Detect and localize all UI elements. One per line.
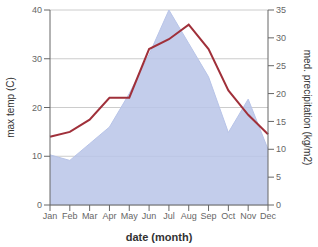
svg-text:Feb: Feb — [62, 211, 78, 221]
svg-text:Oct: Oct — [221, 211, 236, 221]
svg-text:Dec: Dec — [260, 211, 277, 221]
svg-text:35: 35 — [276, 5, 286, 15]
svg-text:date (month): date (month) — [126, 231, 193, 243]
svg-text:20: 20 — [32, 103, 42, 113]
svg-text:5: 5 — [276, 172, 281, 182]
svg-text:Jul: Jul — [163, 211, 175, 221]
svg-text:30: 30 — [276, 33, 286, 43]
svg-text:med. precipitation (kg/m2): med. precipitation (kg/m2) — [302, 50, 310, 166]
svg-text:15: 15 — [276, 117, 286, 127]
svg-text:0: 0 — [276, 200, 281, 210]
svg-text:30: 30 — [32, 54, 42, 64]
svg-text:max temp (C): max temp (C) — [8, 77, 16, 138]
svg-text:40: 40 — [32, 5, 42, 15]
svg-text:0: 0 — [37, 200, 42, 210]
svg-text:10: 10 — [276, 144, 286, 154]
svg-text:20: 20 — [276, 89, 286, 99]
svg-text:Mar: Mar — [82, 211, 98, 221]
svg-text:Nov: Nov — [240, 211, 257, 221]
svg-text:25: 25 — [276, 61, 286, 71]
svg-text:Apr: Apr — [102, 211, 116, 221]
svg-text:Sep: Sep — [201, 211, 217, 221]
svg-text:10: 10 — [32, 151, 42, 161]
svg-text:Jan: Jan — [43, 211, 58, 221]
svg-text:Aug: Aug — [181, 211, 197, 221]
svg-text:May: May — [121, 211, 139, 221]
svg-text:Jun: Jun — [142, 211, 157, 221]
